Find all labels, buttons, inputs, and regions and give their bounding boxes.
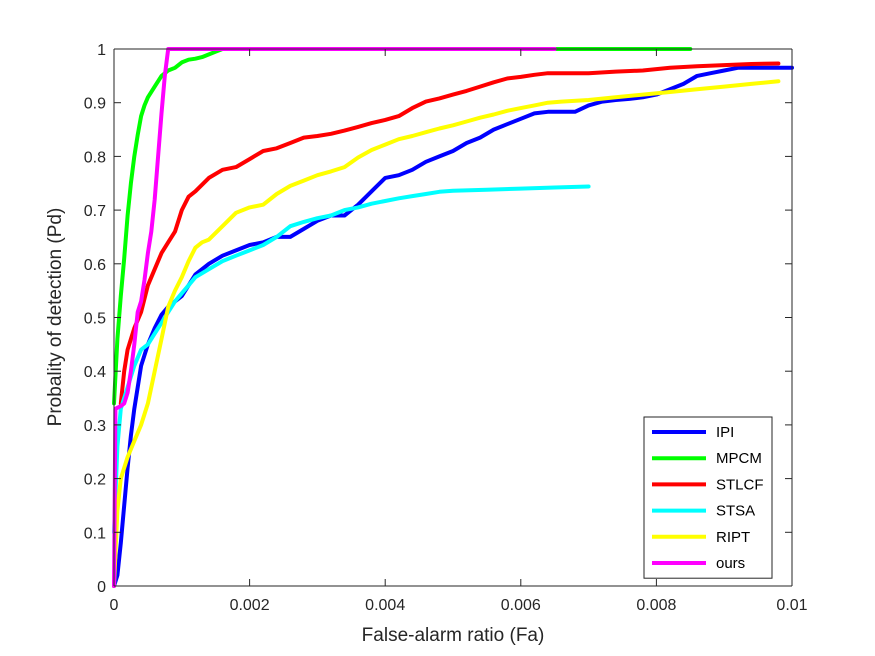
legend-label-stlcf: STLCF [716,476,764,493]
legend-label-stsa: STSA [716,503,755,520]
series-layer [112,47,794,588]
x-tick-label: 0 [110,597,119,614]
y-tick-label: 0.2 [84,472,106,489]
y-axis-title: Probality of detection (Pd) [45,208,66,427]
y-tick-label: 0.6 [84,257,106,274]
series-line-stlcf [118,61,781,406]
y-tick-label: 0.3 [84,418,106,435]
y-tick-label: 0.9 [84,96,106,113]
y-tick-label: 0.8 [84,149,106,166]
axes-layer: 0 0.002 0.004 0.006 0.008 0.01 0 0.1 0.2 0.3 0.4 0.… [84,42,808,614]
legend-label-mpcm: MPCM [716,450,762,467]
legend-label-ipi: IPI [716,424,734,441]
legend-label-ours: ours [716,555,745,572]
legend: IPI MPCM STLCF STSA RIPT ours [643,416,773,579]
y-tick-label: 0.7 [84,203,106,220]
y-tick-label: 0.5 [84,311,106,328]
y-tick-label: 0 [97,579,106,596]
y-tick-label: 0.4 [84,364,106,381]
x-tick-label: 0.002 [230,597,270,614]
y-tick-label: 0.1 [84,525,106,542]
x-axis-title: False-alarm ratio (Fa) [362,625,545,646]
legend-box [643,416,773,579]
x-tick-label: 0.006 [501,597,541,614]
series-line-stsa [112,184,591,535]
legend-label-ript: RIPT [716,529,750,546]
x-tick-label: 0.008 [636,597,676,614]
series-line-ript [112,79,781,588]
series-line-ours [112,47,557,588]
y-tick-label: 1 [97,42,106,59]
x-tick-label: 0.004 [365,597,405,614]
x-tick-label: 0.01 [776,597,807,614]
